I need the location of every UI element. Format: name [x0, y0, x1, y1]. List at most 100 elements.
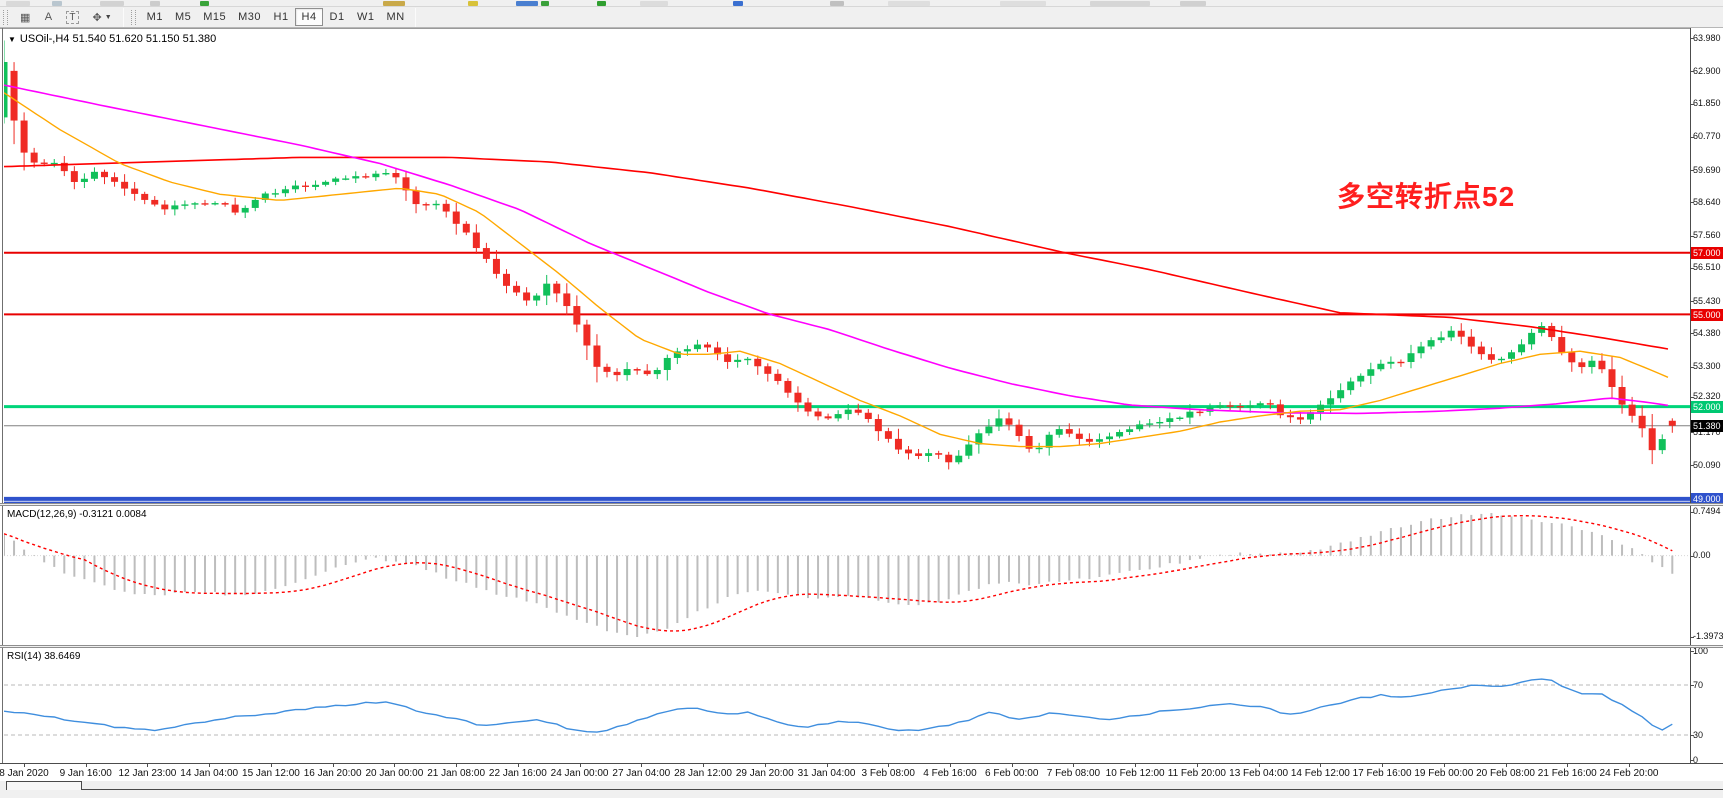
axis-tick — [1691, 396, 1694, 398]
price-tick-label: -1.3973 — [1693, 631, 1723, 642]
time-tick-label: 15 Jan 12:00 — [242, 768, 300, 779]
axis-tick — [1691, 636, 1694, 638]
chart-tab[interactable] — [6, 781, 82, 790]
axis-tick — [394, 764, 396, 767]
text-box-tool-button[interactable]: T — [59, 8, 85, 26]
axis-tick — [1691, 651, 1694, 652]
rsi-indicator-label: RSI(14) 38.6469 — [7, 651, 81, 662]
axis-tick — [209, 764, 211, 767]
axis-tick — [888, 764, 890, 767]
cropped-toolbar-icon — [200, 1, 209, 6]
cropped-toolbar-icon — [6, 1, 30, 6]
axis-tick — [1073, 764, 1075, 767]
axis-tick — [456, 764, 458, 767]
chart-dropdown-icon[interactable]: ▼ — [8, 35, 16, 44]
axis-tick — [1691, 760, 1694, 761]
timeframe-button-m15[interactable]: M15 — [203, 11, 227, 23]
axis-tick — [826, 764, 828, 767]
price-tick-label: 50.090 — [1693, 459, 1721, 470]
pane-splitter[interactable] — [0, 503, 1723, 506]
axis-tick — [1691, 71, 1694, 73]
time-tick-label: 7 Feb 08:00 — [1046, 768, 1101, 779]
timeframe-button-mn[interactable]: MN — [386, 11, 405, 23]
timeframe-button-m30[interactable]: M30 — [238, 11, 262, 23]
price-tick-label: 0 — [1693, 754, 1699, 765]
axis-tick — [1443, 764, 1445, 767]
timeframe-button-h4[interactable]: H4 — [295, 8, 324, 26]
price-tick-label: 100 — [1693, 645, 1709, 656]
time-tick-label: 27 Jan 04:00 — [612, 768, 671, 779]
price-tick-label: 0.00 — [1693, 550, 1711, 561]
timeframe-button-m5[interactable]: M5 — [174, 11, 192, 23]
pane-splitter[interactable] — [0, 645, 1723, 648]
crosshair-tool-button[interactable]: ▦ — [13, 8, 37, 26]
axis-tick — [24, 764, 25, 767]
axis-tick — [1691, 735, 1694, 736]
price-tick-label: 70 — [1693, 679, 1704, 690]
time-tick-label: 29 Jan 20:00 — [735, 768, 794, 779]
time-scale[interactable]: 8 Jan 2020 9 Jan 16:00 12 Jan 23:00 14 Jan … — [0, 763, 1723, 781]
time-tick-label: 28 Jan 12:00 — [674, 768, 732, 779]
cropped-toolbar-icon — [383, 1, 405, 6]
chart-symbol-title[interactable]: ▼ USOil-,H4 51.540 51.620 51.150 51.380 — [8, 33, 216, 45]
time-tick-label: 14 Jan 04:00 — [180, 768, 239, 779]
axis-tick — [85, 764, 87, 767]
cropped-toolbar-icon — [733, 1, 743, 6]
cropped-toolbar-icon — [597, 1, 606, 6]
price-tick-label: 30 — [1693, 729, 1704, 740]
chevron-down-icon: ▼ — [104, 13, 112, 21]
time-tick-label: 6 Feb 00:00 — [985, 768, 1039, 779]
axis-tick — [1135, 764, 1137, 767]
ohlc-readout: USOil-,H4 51.540 51.620 51.150 51.380 — [19, 33, 217, 45]
cropped-toolbar-icon — [100, 1, 124, 6]
price-tick-label: 61.850 — [1693, 98, 1721, 109]
timeframe-button-d1[interactable]: D1 — [329, 11, 345, 23]
axis-tick — [1691, 202, 1694, 204]
price-line-label: 49.000 — [1691, 493, 1723, 506]
macd-indicator-label: MACD(12,26,9) -0.3121 0.0084 — [7, 509, 147, 520]
price-tick-label: 59.690 — [1693, 164, 1721, 175]
drawing-tools-button[interactable]: ✥ ▼ — [86, 8, 119, 26]
chart-text-annotation[interactable]: 多空转折点52 — [1337, 181, 1516, 212]
main-chart-canvas[interactable] — [4, 28, 1690, 503]
time-tick-label: 24 Feb 20:00 — [1599, 768, 1659, 779]
cropped-toolbar-icon — [1000, 1, 1046, 6]
price-tick-label: 58.640 — [1693, 196, 1721, 207]
toolbar-grip[interactable] — [130, 9, 136, 25]
axis-tick — [147, 764, 149, 767]
price-tick-label: 53.300 — [1693, 361, 1721, 372]
axis-tick — [1258, 764, 1260, 767]
price-tick-label: 0.7494 — [1693, 506, 1721, 517]
axis-tick — [1691, 136, 1694, 138]
timeframe-button-m1[interactable]: M1 — [146, 11, 163, 23]
price-line-label: 51.380 — [1691, 420, 1723, 433]
time-tick-label: 10 Feb 12:00 — [1105, 768, 1165, 779]
time-tick-label: 19 Feb 00:00 — [1414, 768, 1474, 779]
rsi-pane-canvas[interactable] — [4, 648, 1690, 763]
axis-tick — [1691, 366, 1694, 368]
price-tick-label: 60.770 — [1693, 131, 1721, 142]
chart-window[interactable]: ▼ USOil-,H4 51.540 51.620 51.150 51.380 M… — [0, 28, 1723, 798]
price-line-label: 55.000 — [1691, 308, 1723, 321]
timeframe-button-w1[interactable]: W1 — [357, 11, 375, 23]
axis-tick — [1691, 555, 1694, 557]
toolbar-grip[interactable] — [3, 9, 8, 25]
cropped-toolbar-icon — [516, 1, 538, 6]
axis-tick — [641, 764, 643, 767]
cropped-toolbar-icon — [52, 1, 62, 6]
text-annotation-tool-button[interactable]: A — [37, 8, 59, 26]
timeframe-button-h1[interactable]: H1 — [273, 11, 289, 23]
axis-tick — [1691, 38, 1694, 39]
price-tick-label: 57.560 — [1693, 230, 1721, 241]
cropped-toolbar-icon — [1090, 1, 1150, 6]
text-annotation-tool-icon: A — [44, 11, 53, 23]
price-scale[interactable]: 63.980 62.900 61.850 60.770 59.690 58.640 57.5… — [1690, 28, 1723, 765]
tab-bar-line — [82, 789, 1723, 790]
axis-tick — [332, 764, 334, 767]
axis-tick — [1691, 432, 1694, 434]
macd-pane-canvas[interactable] — [4, 506, 1690, 645]
price-tick-label: 56.510 — [1693, 262, 1721, 273]
axis-tick — [764, 764, 766, 767]
price-tick-label: 63.980 — [1693, 32, 1721, 43]
time-tick-label: 22 Jan 16:00 — [488, 768, 547, 779]
